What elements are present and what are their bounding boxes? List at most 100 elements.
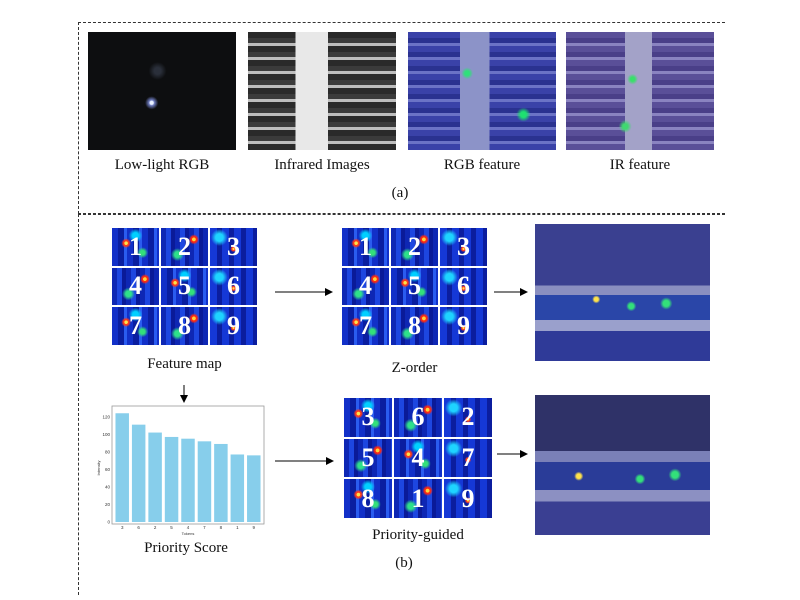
tile-number: 2 [408,231,421,261]
tile-number: 4 [359,271,372,301]
x-tick-label: 9 [253,525,256,530]
tile-number: 2 [461,402,475,432]
y-ticks-group: 0 20 40 60 80 100 120 [102,414,110,524]
priority-guided-tile: 7 [444,438,492,478]
tile-number: 8 [361,483,375,513]
panel-b-border [78,214,725,595]
feature-map-tile: 3 [210,228,257,266]
tile-number: 5 [361,442,375,472]
feature-map-tile: 6 [210,267,257,306]
priority-guided-tile: 6 [394,398,442,437]
bar-4 [181,438,195,522]
x-tick-label: 3 [121,525,124,530]
tile-number: 9 [461,483,475,513]
y-tick-label: 0 [107,520,110,525]
panel-b-label: (b) [395,555,413,571]
infrared-image [248,32,396,150]
caption-ir-feature: IR feature [609,157,671,173]
tile-number: 3 [227,231,240,261]
priority-guided-output-image [535,395,710,535]
y-tick-label: 60 [105,467,111,472]
y-tick-label: 40 [105,484,111,489]
tile-number: 2 [178,231,191,261]
tile-number: 7 [461,442,475,472]
panel-a-label: (a) [391,185,409,201]
priority-guided-tile: 8 [344,479,392,518]
priority-guided-tile: 3 [344,398,392,437]
bars-group [115,413,261,522]
z-order-output-image [535,224,710,361]
bar-1 [230,454,245,522]
caption-rgb-feature: RGB feature [443,157,521,173]
tile-number: 4 [129,271,142,301]
x-tick-label: 6 [137,525,140,530]
priority-guided-tile: 9 [444,479,492,518]
x-tick-label: 1 [236,525,239,530]
tile-number: 9 [457,311,470,341]
tile-number: 5 [408,271,421,301]
caption-priority-score: Priority Score [144,540,228,556]
priority-guided-tile: 1 [394,479,442,518]
z-order-tile: 5 [391,267,438,306]
ir-feature-image [566,32,714,150]
z-order-tile: 4 [342,267,389,306]
tile-number: 3 [457,231,470,261]
x-axis-label: Tokens [182,531,195,536]
y-tick-label: 120 [102,414,110,419]
panel-a-border [78,22,725,214]
feature-map-tile: 9 [210,307,257,345]
x-ticks-group: 3 6 2 5 4 7 8 1 9 [121,525,256,530]
x-tick-label: 2 [154,525,157,530]
x-tick-label: 7 [203,525,206,530]
z-order-tile: 3 [440,228,487,266]
feature-map-tile: 7 [112,307,159,345]
feature-map-tile: 5 [161,267,208,306]
tile-number: 5 [178,271,191,301]
tile-number: 6 [411,402,425,432]
caption-z-order: Z-order [391,360,438,376]
caption-low-light-rgb: Low-light RGB [114,157,210,173]
z-order-tile: 7 [342,307,389,345]
tile-number: 4 [411,442,425,472]
low-light-rgb-image [88,32,236,150]
caption-infrared-images: Infrared Images [274,157,370,173]
tile-number: 1 [359,231,372,261]
tile-number: 9 [227,311,240,341]
z-order-tile: 6 [440,267,487,306]
z-order-tile: 1 [342,228,389,266]
feature-map-tile: 2 [161,228,208,266]
tile-number: 1 [129,231,142,261]
caption-priority-guided: Priority-guided [372,527,464,543]
bar-8 [214,443,228,522]
tile-number: 3 [361,402,375,432]
tile-number: 8 [408,311,421,341]
priority-guided-tile: 5 [344,438,392,478]
priority-score-chart: 0 20 40 60 80 100 120 3 6 2 5 4 7 8 1 9 Intensity Toke… [96,405,265,536]
z-order-tile: 8 [391,307,438,345]
priority-guided-tile: 4 [394,438,442,478]
z-order-tile: 2 [391,228,438,266]
y-tick-label: 100 [102,432,110,437]
tile-number: 1 [411,483,425,513]
bar-9 [247,455,261,522]
feature-map-grid: 1 2 3 4 5 6 7 8 9 [112,228,257,345]
priority-guided-tile: 2 [444,398,492,437]
y-tick-label: 80 [105,449,111,454]
x-tick-label: 4 [187,525,190,530]
feature-map-tile: 8 [161,307,208,345]
z-order-tile: 9 [440,307,487,345]
x-tick-label: 5 [170,525,173,530]
caption-feature-map: Feature map [147,356,222,372]
bar-5 [164,436,179,522]
tile-number: 8 [178,311,191,341]
bar-3 [115,413,129,522]
y-axis-label: Intensity [96,461,101,476]
bar-2 [148,432,162,522]
bar-7 [197,441,212,522]
priority-guided-grid: 3 6 2 5 4 7 8 1 9 [344,398,492,518]
x-tick-label: 8 [220,525,223,530]
feature-map-tile: 4 [112,267,159,306]
tile-number: 6 [227,271,240,301]
tile-number: 7 [129,311,142,341]
